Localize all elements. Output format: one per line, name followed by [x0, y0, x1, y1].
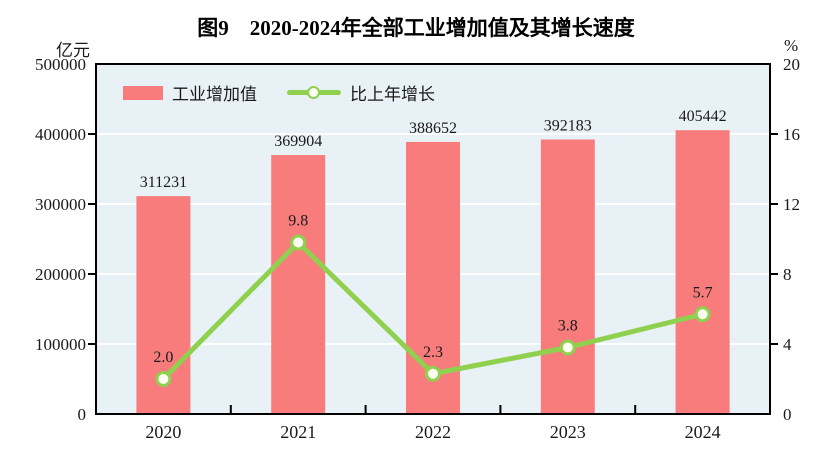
left-axis-unit-label: 亿元 [56, 41, 90, 60]
bar-value-label-2022: 388652 [409, 120, 457, 137]
line-value-label-2023: 3.8 [558, 318, 578, 335]
legend-label-bar-series: 工业增加值 [172, 85, 257, 104]
left-axis-tick-label: 200000 [35, 265, 86, 284]
line-series-swatch [287, 85, 341, 99]
line-point-2020 [155, 371, 172, 387]
bar-2021 [271, 155, 326, 414]
left-axis-tick-label: 300000 [35, 195, 86, 214]
x-axis-label-2022: 2022 [415, 422, 451, 442]
bar-value-label-2024: 405442 [679, 108, 727, 125]
bar-2024 [675, 130, 730, 414]
chart-title: 图9 2020-2024年全部工业增加值及其增长速度 [197, 16, 635, 40]
bar-series-swatch [123, 85, 163, 100]
line-value-label-2021: 9.8 [288, 213, 308, 230]
line-point-2024 [694, 306, 711, 323]
bar-2023 [540, 139, 595, 414]
chart-legend: 工业增加值 比上年增长 [123, 80, 435, 105]
x-axis-label-2023: 2023 [550, 422, 586, 442]
line-marker-icon [307, 85, 320, 99]
left-axis-tick-label: 400000 [35, 125, 86, 144]
plot-frame [95, 63, 771, 415]
right-axis-tick-label: 8 [783, 265, 792, 284]
bar-value-label-2020: 311231 [140, 174, 187, 191]
right-axis-tick-label: 0 [783, 405, 792, 424]
left-axis-tick-label: 0 [78, 405, 87, 424]
x-axis-label-2021: 2021 [280, 422, 316, 442]
x-axis-label-2020: 2020 [145, 422, 181, 442]
right-axis-tick-label: 4 [783, 335, 792, 354]
bar-value-label-2021: 369904 [274, 133, 322, 150]
legend-item-growth-rate: 比上年增长 [287, 80, 435, 105]
left-axis-tick-label: 500000 [35, 55, 86, 74]
legend-label-line-series: 比上年增长 [350, 85, 435, 104]
right-axis-tick-label: 12 [783, 195, 800, 214]
line-value-label-2024: 5.7 [693, 284, 713, 301]
line-point-2023 [559, 339, 576, 356]
line-value-label-2020: 2.0 [153, 349, 173, 366]
right-axis-tick-label: 16 [783, 125, 800, 144]
line-point-2022 [425, 365, 441, 382]
right-axis-unit-label: % [784, 36, 799, 55]
x-axis-label-2024: 2024 [685, 422, 721, 442]
line-point-2021 [290, 234, 307, 251]
bar-value-label-2023: 392183 [544, 117, 592, 134]
right-axis-tick-label: 20 [783, 55, 800, 74]
legend-item-industrial-value: 工业增加值 [123, 80, 257, 105]
line-value-label-2022: 2.3 [423, 344, 443, 361]
left-axis-tick-label: 100000 [35, 335, 86, 354]
